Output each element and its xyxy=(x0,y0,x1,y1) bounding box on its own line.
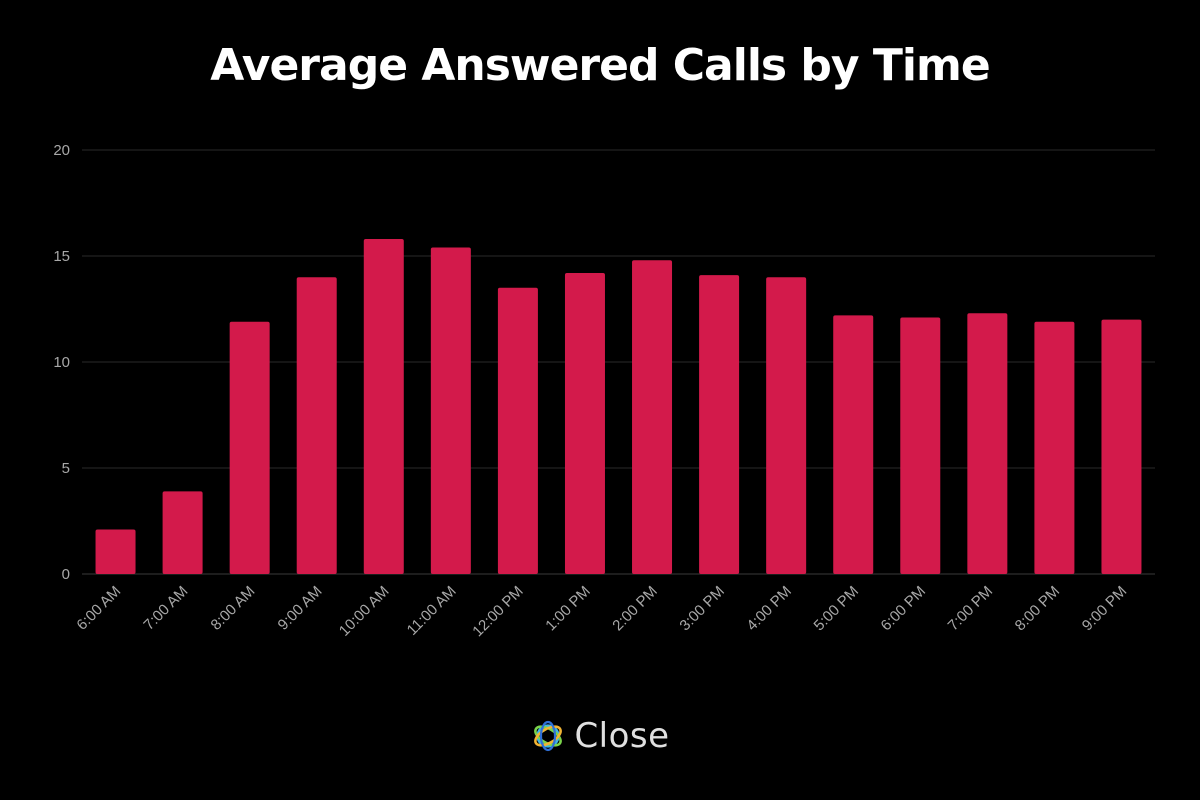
brand-name: Close xyxy=(574,716,670,756)
bar xyxy=(564,272,605,574)
x-tick-label: 4:00 PM xyxy=(743,583,795,635)
bar xyxy=(229,321,270,574)
bar xyxy=(162,491,203,574)
bar xyxy=(497,287,538,574)
x-tick-label: 10:00 AM xyxy=(336,583,393,640)
y-tick-label: 15 xyxy=(53,248,70,265)
x-tick-label: 7:00 AM xyxy=(140,583,191,634)
chart-title: Average Answered Calls by Time xyxy=(210,40,990,91)
bar xyxy=(1034,321,1075,574)
x-tick-label: 3:00 PM xyxy=(676,583,728,635)
close-logo-icon xyxy=(534,720,563,752)
y-tick-label: 20 xyxy=(53,142,70,159)
x-tick-label: 12:00 PM xyxy=(469,583,526,640)
bars xyxy=(95,239,1142,575)
x-tick-label: 11:00 AM xyxy=(404,583,460,639)
bar xyxy=(296,277,337,574)
x-tick-label: 7:00 PM xyxy=(945,583,997,635)
y-tick-label: 5 xyxy=(62,460,70,477)
x-tick-label: 6:00 AM xyxy=(73,583,124,634)
bar xyxy=(900,317,941,574)
x-tick-label: 8:00 PM xyxy=(1012,583,1064,635)
y-axis-ticks: 0 5 10 15 20 xyxy=(53,142,70,583)
x-tick-label: 9:00 PM xyxy=(1079,583,1131,635)
bar xyxy=(699,275,740,574)
bar xyxy=(95,529,136,574)
bar xyxy=(833,315,874,574)
bar xyxy=(1101,319,1142,574)
x-tick-label: 6:00 PM xyxy=(878,583,930,635)
x-tick-label: 5:00 PM xyxy=(811,583,863,635)
bar xyxy=(967,313,1008,574)
x-tick-label: 1:00 PM xyxy=(542,583,594,635)
bar xyxy=(632,260,673,574)
x-tick-label: 8:00 AM xyxy=(208,583,259,634)
bar xyxy=(766,277,807,574)
x-tick-label: 2:00 PM xyxy=(609,583,661,635)
y-tick-label: 10 xyxy=(53,354,70,371)
brand: Close xyxy=(0,716,1200,756)
x-tick-label: 9:00 AM xyxy=(275,583,326,634)
x-axis-ticks: 6:00 AM 7:00 AM 8:00 AM 9:00 AM 10:00 AM 11:0… xyxy=(73,583,1130,640)
bar xyxy=(430,247,471,574)
y-tick-label: 0 xyxy=(62,566,70,583)
bar xyxy=(363,239,404,575)
